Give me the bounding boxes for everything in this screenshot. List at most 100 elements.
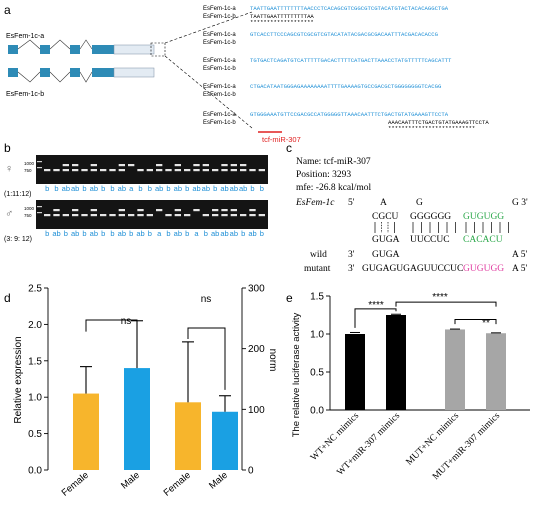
gel-band-b	[184, 169, 191, 172]
gel-band-a	[72, 164, 79, 167]
gel-band-b	[165, 214, 172, 217]
seq-row-label: EsFem-1c-a	[203, 32, 236, 38]
chart-d-bar	[124, 368, 150, 470]
mutant-seq-pink: GUGUGG	[463, 264, 504, 274]
chart-d-xlabel: Male	[119, 470, 142, 492]
gel-lane-label: ab	[239, 184, 247, 193]
gel-band-b	[249, 169, 256, 172]
top-a: A	[380, 198, 387, 208]
mutant-3prime: 3'	[348, 264, 355, 274]
gel-band-a	[90, 209, 97, 212]
ladder-1000-m: 1000	[24, 206, 35, 211]
gel-band-b	[174, 214, 181, 217]
gel-female-bands	[37, 161, 265, 172]
gel-band-b	[258, 214, 265, 217]
gel-band-b	[128, 214, 135, 217]
gel-lane-label: b	[260, 184, 264, 193]
zoom-line-bottom	[164, 55, 253, 129]
gel-lane-label: b	[250, 184, 254, 193]
wild-3prime: 3'	[348, 250, 355, 260]
chart-e-tick-label: 0.0	[310, 406, 324, 417]
gel-band-b	[165, 169, 172, 172]
gel-lane-label: b	[54, 184, 58, 193]
target-5prime: 5'	[348, 198, 355, 208]
gel-band-b	[137, 169, 144, 172]
chart-e-sig-1: ****	[368, 300, 384, 311]
utr	[113, 44, 155, 55]
gel-lane-label: ab	[52, 229, 60, 238]
intron	[49, 71, 71, 83]
gel-band-b	[230, 169, 237, 172]
seq-row-label: EsFem-1c-a	[203, 112, 236, 118]
chart-d-tick-label: 1.0	[28, 393, 42, 404]
gel-band-a	[90, 164, 97, 167]
gel-lane-label: ab	[90, 229, 98, 238]
male-ratio: (3: 9: 12)	[4, 236, 32, 243]
exon	[70, 68, 80, 77]
ladder-750-f: 750	[24, 168, 32, 173]
chart-d-bar	[73, 393, 99, 470]
chart-e-bracket	[454, 319, 497, 325]
gel-band-a	[118, 209, 125, 212]
chart-d-sig-2: ns	[201, 294, 212, 305]
chart-d-tick-label-right: 100	[248, 405, 265, 416]
chart-e-tick-label: 1.5	[310, 292, 324, 303]
seq-row-label: EsFem-1c-b	[203, 92, 236, 98]
gel-band-b	[118, 169, 125, 172]
seq-row-a: TAATTGAATTTTTTTTAACCCTCACAGCGTCGGCGTCGTA…	[250, 5, 449, 12]
gel-band-a	[62, 164, 69, 167]
gel-band-b	[249, 214, 256, 217]
seq-row-label: EsFem-1c-b	[203, 66, 236, 72]
chart-e-bar	[445, 329, 465, 410]
chart-d-bar	[212, 411, 238, 470]
gel-lane-label: ab	[220, 184, 228, 193]
gel-lane-label: ab	[118, 229, 126, 238]
lower-pair-black: GUGA	[372, 235, 400, 245]
gel-lane-label: a	[157, 229, 162, 238]
panel-a: a EsFem-1c-a EsFem-1c-b	[4, 3, 489, 144]
seq-row-label: EsFem-1c-a	[203, 84, 236, 90]
gel-lane-label: ab	[174, 229, 182, 238]
panel-a-letter: a	[4, 3, 11, 17]
chart-d-tick-label: 0.5	[28, 429, 42, 440]
seq-row-label: EsFem-1c-b	[203, 120, 236, 126]
gel-lane-label: b	[166, 229, 170, 238]
seq-match-stars: *******************	[250, 19, 314, 26]
gel-lane-label: b	[110, 229, 114, 238]
gel-lane-label: b	[110, 184, 114, 193]
gene-label-a: EsFem-1c-a	[6, 33, 44, 40]
gel-band-b	[202, 169, 209, 172]
chart-d-xlabel: Female	[60, 470, 91, 499]
panel-d-letter: d	[4, 291, 11, 305]
gel-band-b	[146, 214, 153, 217]
gel-band-a	[118, 164, 125, 167]
seq-row-a: TGTGACTCAGATGTCATTTTTGACACTTTTCATGACTTAA…	[250, 57, 452, 64]
panel-c-letter: c	[286, 141, 292, 155]
gene-model-b	[8, 67, 155, 83]
ladder-band	[37, 167, 42, 169]
ladder-band	[37, 161, 42, 163]
gel-band-a	[240, 164, 247, 167]
gel-band-b	[44, 169, 51, 172]
gel-lane-label: b	[260, 229, 264, 238]
mutant-end: A 5'	[512, 264, 527, 274]
chart-d-tick-label: 2.0	[28, 320, 42, 331]
seq-row-label: EsFem-1c-b	[203, 40, 236, 46]
top-g: G	[416, 198, 423, 208]
gel-lane-label: ab	[62, 184, 70, 193]
exon	[92, 68, 114, 77]
gel-band-b	[240, 214, 247, 217]
gel-lane-label: a	[129, 184, 134, 193]
gel-lane-label: ab	[211, 229, 219, 238]
female-symbol: ♀	[5, 163, 13, 175]
gel-band-a	[193, 164, 200, 167]
gel-band-a	[221, 209, 228, 212]
gel-band-b	[221, 214, 228, 217]
chart-e-tick-label: 0.5	[310, 368, 324, 379]
gel-lane-label: b	[82, 229, 86, 238]
intron	[17, 71, 41, 83]
chart-d-xlabel: Male	[207, 470, 230, 492]
gene-model-a	[8, 39, 166, 57]
gel-band-a	[174, 209, 181, 212]
